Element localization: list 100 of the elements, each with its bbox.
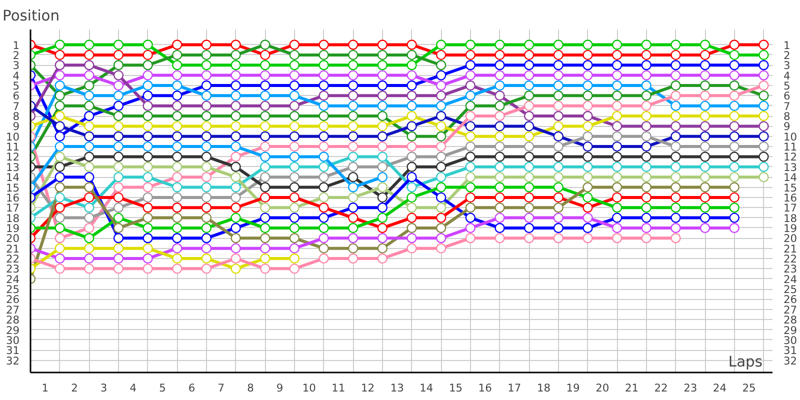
point xyxy=(84,60,94,70)
point xyxy=(172,222,182,234)
point xyxy=(582,212,593,223)
point xyxy=(582,162,593,172)
point xyxy=(436,233,446,244)
point xyxy=(84,182,94,192)
point xyxy=(612,100,622,111)
point xyxy=(494,202,505,213)
point xyxy=(348,233,358,244)
point xyxy=(641,40,652,50)
point xyxy=(318,202,329,213)
point xyxy=(641,131,652,142)
point xyxy=(142,131,153,142)
point xyxy=(670,60,681,70)
point xyxy=(348,141,358,152)
point xyxy=(465,212,476,223)
point xyxy=(641,192,652,203)
point xyxy=(465,110,476,122)
point xyxy=(84,172,94,182)
point xyxy=(142,70,153,80)
point xyxy=(289,131,300,142)
point xyxy=(758,80,769,91)
point xyxy=(201,50,212,60)
point xyxy=(172,141,182,152)
point xyxy=(436,131,446,142)
point xyxy=(582,202,593,213)
point xyxy=(436,222,446,234)
point xyxy=(465,233,476,244)
point xyxy=(641,50,652,60)
point xyxy=(260,100,270,111)
point xyxy=(318,141,329,152)
point xyxy=(641,182,652,192)
point xyxy=(289,152,300,162)
x-tick-label: 11 xyxy=(332,382,346,394)
point xyxy=(142,60,153,70)
point xyxy=(84,90,94,101)
x-tick-label: 14 xyxy=(420,382,434,394)
point xyxy=(84,40,94,50)
point xyxy=(113,233,124,244)
point xyxy=(641,70,652,80)
point xyxy=(260,60,270,70)
point xyxy=(612,202,622,213)
point xyxy=(670,212,681,223)
point xyxy=(700,141,710,152)
point xyxy=(201,253,212,264)
point xyxy=(524,70,534,80)
point xyxy=(289,253,300,264)
point xyxy=(377,182,388,192)
point xyxy=(524,192,534,203)
point xyxy=(172,233,182,244)
point xyxy=(201,60,212,70)
point xyxy=(172,110,182,122)
point xyxy=(436,40,446,50)
point xyxy=(348,50,358,60)
point xyxy=(406,162,417,172)
point xyxy=(524,152,534,162)
point xyxy=(113,182,124,192)
point xyxy=(436,162,446,172)
point xyxy=(377,212,388,223)
point xyxy=(612,110,622,122)
point xyxy=(84,100,94,111)
point xyxy=(113,90,124,101)
point xyxy=(729,182,740,192)
point xyxy=(172,131,182,142)
point xyxy=(113,152,124,162)
point xyxy=(348,202,358,213)
point xyxy=(494,110,505,122)
point xyxy=(289,60,300,70)
point xyxy=(54,192,65,203)
point xyxy=(494,70,505,80)
point xyxy=(758,172,769,182)
point xyxy=(377,152,388,162)
point xyxy=(260,233,270,244)
point xyxy=(348,182,358,192)
point xyxy=(142,50,153,60)
point xyxy=(700,131,710,142)
point xyxy=(260,90,270,101)
point xyxy=(54,110,65,122)
point xyxy=(465,192,476,203)
point xyxy=(670,182,681,192)
point xyxy=(318,70,329,80)
point xyxy=(700,90,710,101)
point xyxy=(172,264,182,274)
point xyxy=(230,50,241,60)
point xyxy=(670,172,681,182)
point xyxy=(494,100,505,111)
point xyxy=(289,222,300,234)
point xyxy=(289,110,300,122)
point xyxy=(348,222,358,234)
point xyxy=(318,233,329,244)
point xyxy=(436,60,446,70)
point xyxy=(406,182,417,192)
point xyxy=(54,212,65,223)
point xyxy=(729,90,740,101)
point xyxy=(260,141,270,152)
point xyxy=(54,264,65,274)
point xyxy=(612,182,622,192)
point xyxy=(582,70,593,80)
point xyxy=(142,80,153,91)
point xyxy=(348,172,358,182)
